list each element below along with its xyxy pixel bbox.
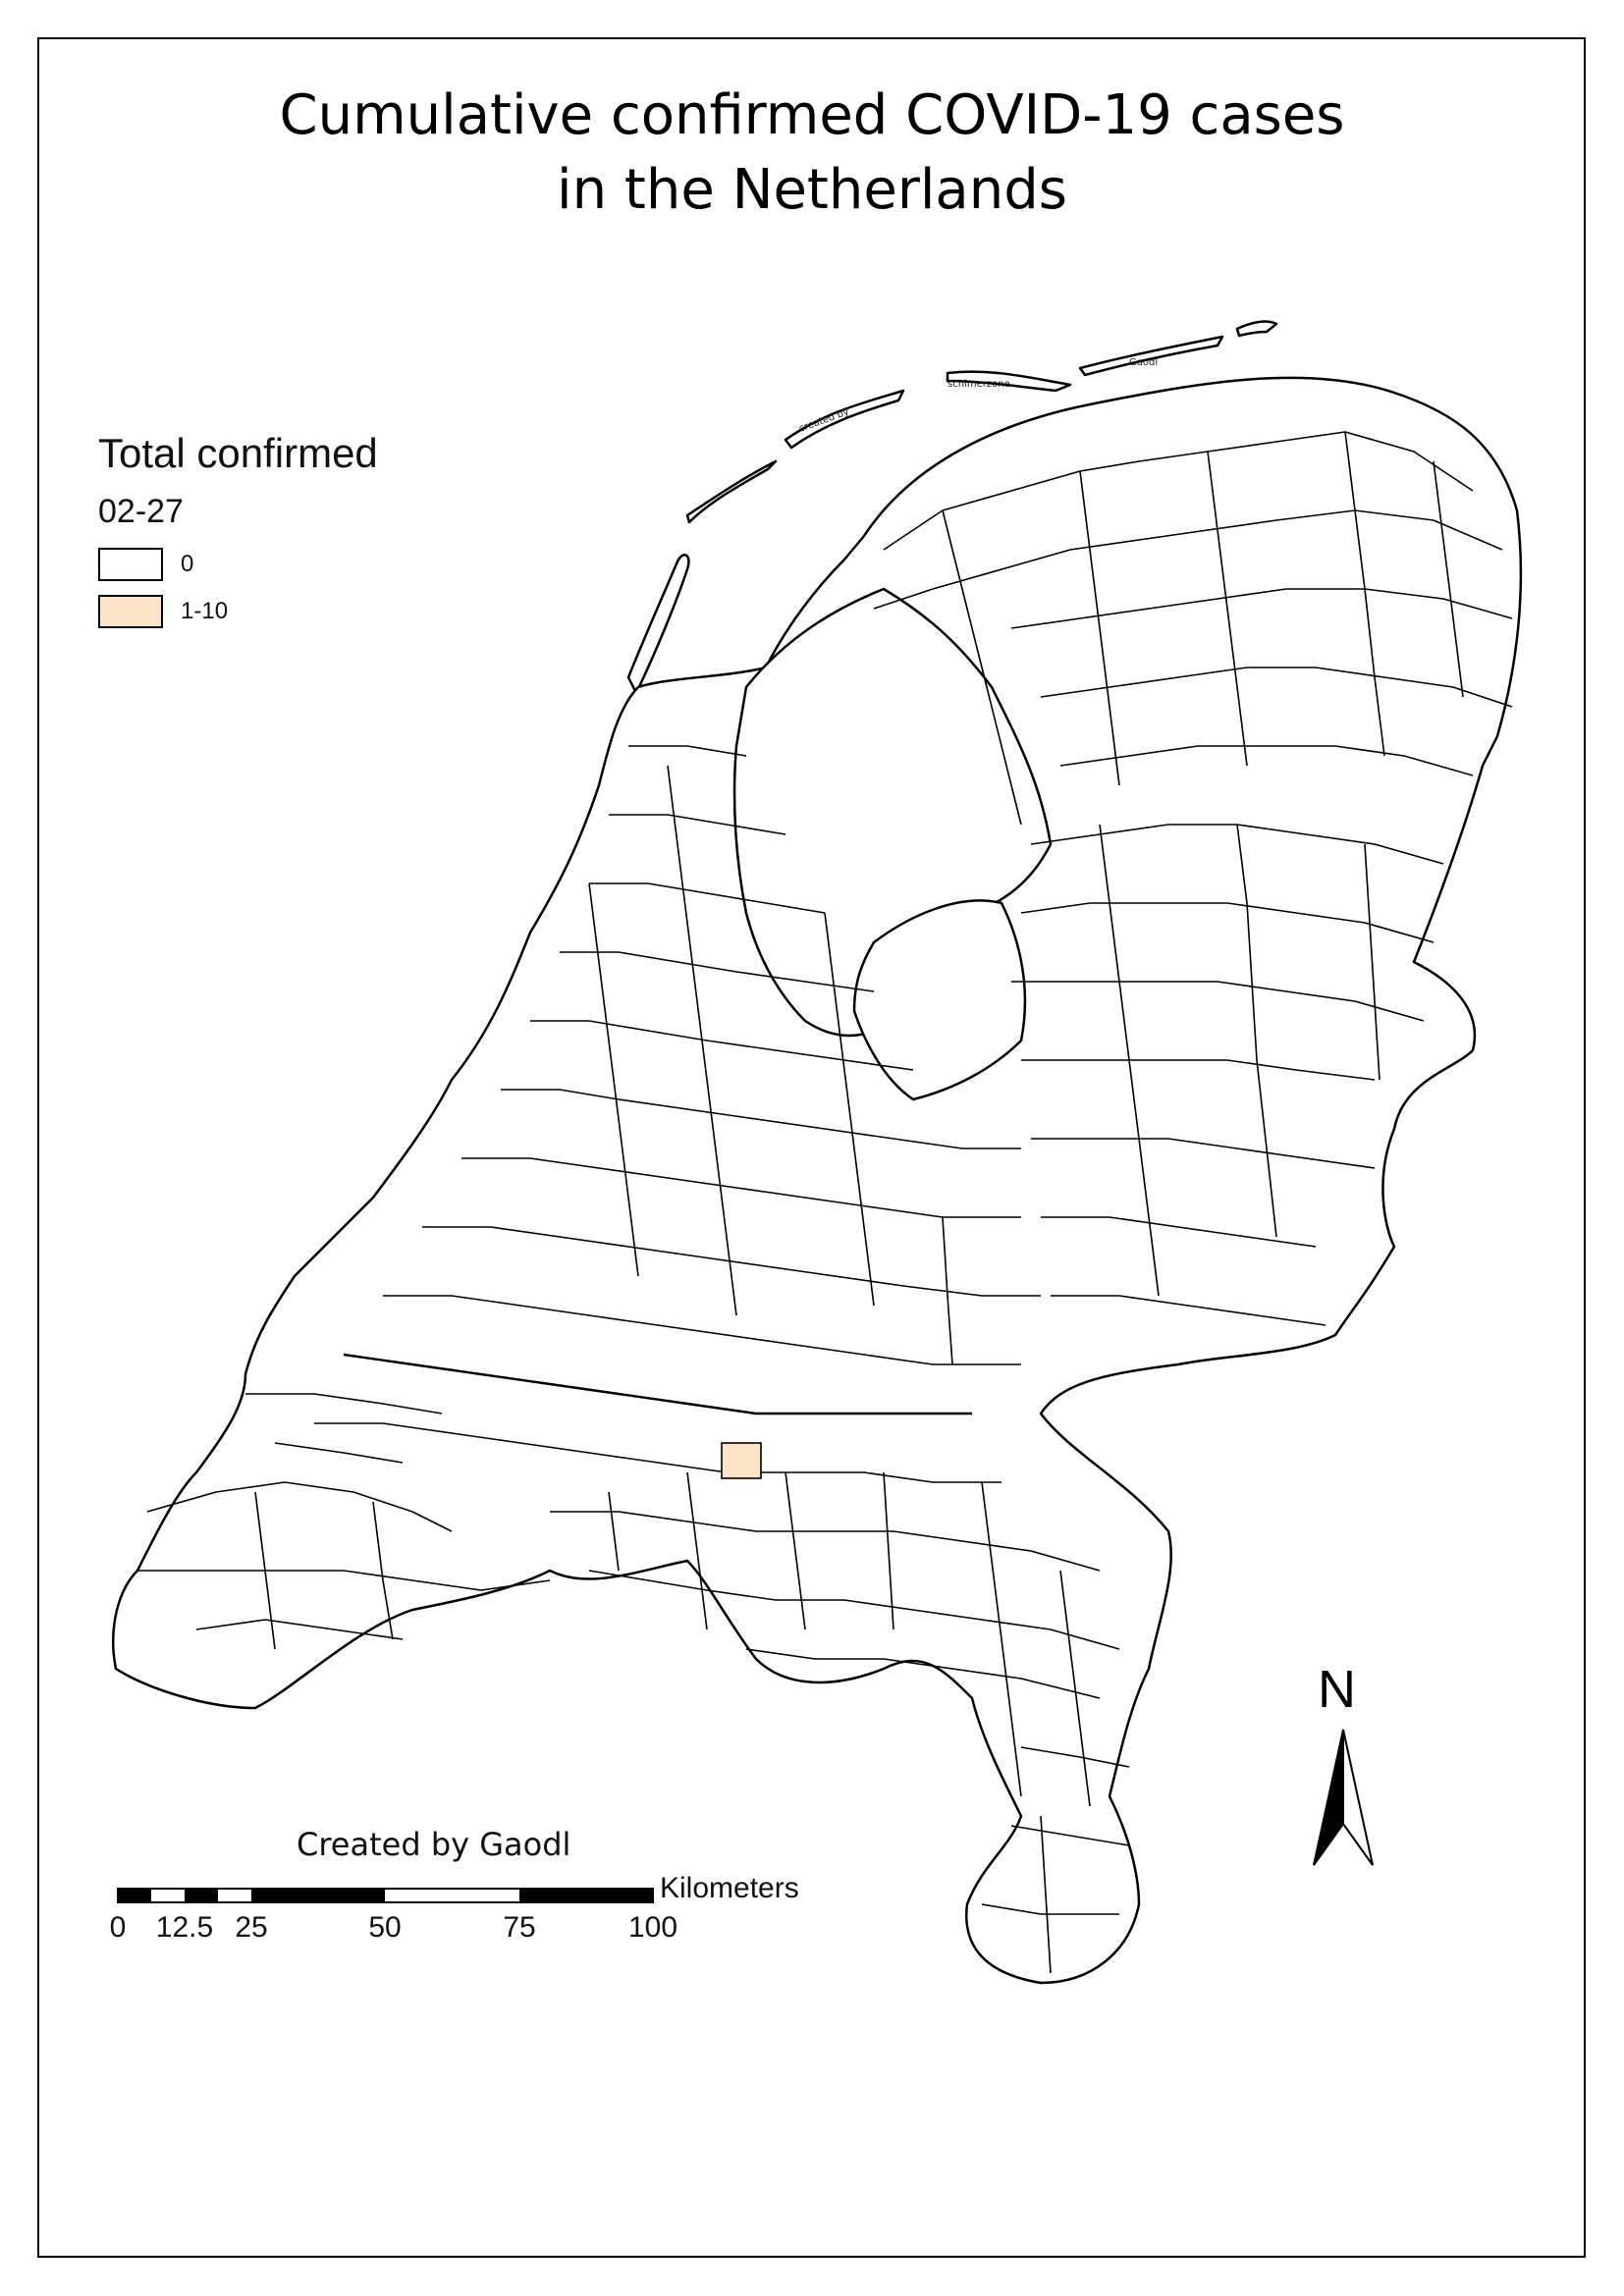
north-arrow-icon xyxy=(1313,1729,1374,1866)
legend-title: Total confirmed xyxy=(98,430,378,476)
scale-tick-5: 100 xyxy=(627,1911,678,1944)
scale-tick-4: 75 xyxy=(503,1911,536,1944)
legend-item-1: 1-10 xyxy=(98,594,228,629)
legend-label-1: 1-10 xyxy=(181,598,229,624)
title-line-1: Cumulative confirmed COVID-19 cases xyxy=(279,83,1345,147)
scale-tick-2: 25 xyxy=(235,1911,268,1944)
scale-tick-0: 0 xyxy=(109,1911,127,1944)
island-label-3: Gaodl xyxy=(1129,357,1158,368)
wadden-islands xyxy=(626,320,1278,695)
credit-text: Created by Gaodl xyxy=(297,1826,571,1863)
map-frame xyxy=(37,37,1586,2258)
legend-item-0: 0 xyxy=(98,547,193,582)
legend-swatch-0 xyxy=(98,548,163,581)
scale-bar xyxy=(117,1888,654,1903)
scale-tick-1: 12.5 xyxy=(155,1911,214,1944)
municipality-borders xyxy=(137,431,1513,1974)
legend-swatch-1 xyxy=(98,595,163,628)
map-title: Cumulative confirmed COVID-19 cases in t… xyxy=(0,79,1624,228)
island-label-2: schimerzone xyxy=(947,379,1010,390)
legend-label-0: 0 xyxy=(181,551,194,577)
scale-unit-label: Kilometers xyxy=(660,1872,799,1904)
title-line-2: in the Netherlands xyxy=(557,158,1067,222)
scale-tick-3: 50 xyxy=(368,1911,402,1944)
legend-date: 02-27 xyxy=(98,493,184,530)
mainland xyxy=(112,376,1523,1985)
highlighted-municipality xyxy=(721,1442,762,1479)
north-label: N xyxy=(1318,1660,1356,1719)
